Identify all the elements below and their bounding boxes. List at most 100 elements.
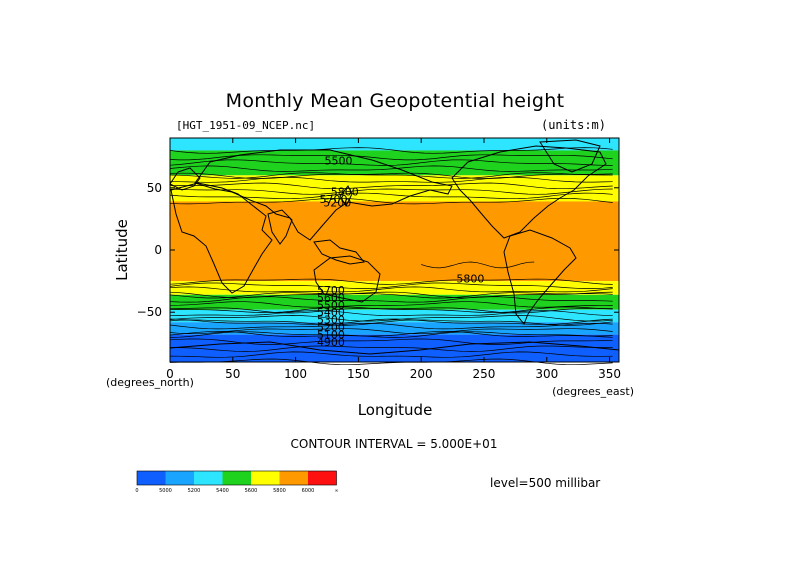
contour-label-1: 5800 — [331, 186, 359, 199]
contour-line-29 — [169, 345, 613, 352]
contour-line-25 — [169, 328, 613, 335]
x-tick-label-0: 0 — [166, 367, 174, 381]
colorbar-swatch-5 — [279, 471, 308, 485]
contour-line-10 — [169, 197, 613, 205]
contour-line-1 — [169, 154, 613, 161]
contour-line-21 — [169, 315, 613, 322]
colorbar-swatch-2 — [194, 471, 223, 485]
contour-line-27 — [169, 330, 613, 337]
contour-interval-label: CONTOUR INTERVAL = 5.000E+01 — [291, 437, 498, 451]
colorbar-frame — [136, 470, 337, 486]
colorbar-tick-label-7: ∞ — [334, 488, 338, 494]
level-label: level=500 millibar — [490, 476, 600, 490]
color-band-1 — [170, 150, 619, 176]
contour-label-6: 5600 — [317, 291, 345, 304]
contour-line-8 — [169, 188, 613, 195]
color-band-5 — [170, 294, 619, 310]
x-axis-label: Longitude — [358, 401, 433, 419]
contour-label-7: 5500 — [317, 299, 345, 312]
contour-line-24 — [169, 322, 613, 330]
contour-line-0 — [169, 147, 613, 154]
contour-line-6 — [170, 176, 613, 183]
contour-line-2 — [169, 159, 613, 166]
coastline-antarctica — [169, 341, 620, 355]
x-tick-label-7: 350 — [598, 367, 621, 381]
contour-line-13 — [169, 286, 613, 293]
coastline-europe — [169, 167, 201, 191]
coastline-north-america — [451, 145, 607, 239]
contour-line-20 — [169, 310, 613, 317]
contour-line-16 — [169, 296, 613, 303]
x-axis-ticks: 0 50 100 150 200 250 300 350 — [166, 138, 621, 381]
contour-line-22 — [169, 319, 613, 326]
coastline-australia — [313, 255, 381, 303]
contour-label-11: 5100 — [317, 329, 345, 342]
contour-label-12: 4900 — [317, 336, 345, 349]
color-band-0 — [170, 138, 619, 151]
coastline-japan — [339, 185, 353, 208]
x-tick-label-5: 250 — [473, 367, 496, 381]
contour-label-2: 5700 — [319, 193, 347, 206]
contour-line-5 — [169, 172, 613, 179]
y-units-label: (degrees_north) — [106, 376, 194, 389]
contour-label-10: 5200 — [317, 321, 345, 334]
colorbar-tick-label-3: 5400 — [216, 488, 229, 494]
x-tick-label-4: 200 — [410, 367, 433, 381]
x-units-label: (degrees_east) — [552, 385, 634, 398]
contour-label-4: 5800 — [456, 273, 484, 286]
chart-title: Monthly Mean Geopotential height — [226, 90, 565, 112]
color-band-8 — [170, 334, 619, 362]
contour-line-23 — [169, 318, 613, 325]
x-tick-label-2: 100 — [284, 367, 307, 381]
y-axis-ticks: 50 0 −50 — [137, 181, 619, 319]
colorbar-swatch-0 — [137, 471, 166, 485]
contour-line-26 — [169, 331, 613, 338]
coastline-asia — [194, 149, 453, 241]
plot-area: 5500580057005200580057005600550054005300… — [169, 137, 620, 366]
coastline-maritime-continent — [313, 239, 365, 265]
x-tick-label-1: 50 — [225, 367, 240, 381]
colorbar-tick-label-2: 5200 — [188, 488, 201, 494]
colorbar-swatch-6 — [308, 471, 337, 485]
contour-line-tropical — [421, 261, 535, 269]
contour-label-8: 5400 — [317, 306, 345, 319]
colorbar-swatch-1 — [165, 471, 194, 485]
contour-line-11 — [169, 278, 613, 285]
units-label: (units:m) — [541, 118, 606, 132]
contour-line-12 — [169, 282, 613, 289]
colorbar-swatch-4 — [251, 471, 280, 485]
y-tick-label-1: 0 — [154, 243, 162, 257]
contour-value-labels: 5500580057005200580057005600550054005300… — [317, 154, 484, 349]
coastline-south-america — [503, 229, 577, 325]
colorbar: 0 5000 5200 5400 5600 5800 6000 ∞ — [135, 470, 339, 494]
coastline-africa — [170, 182, 273, 294]
contour-line-3 — [169, 165, 613, 172]
contour-lines — [169, 147, 613, 366]
x-tick-label-3: 150 — [347, 367, 370, 381]
y-axis-label: Latitude — [113, 219, 131, 281]
colorbar-tick-label-4: 5600 — [245, 488, 258, 494]
contour-label-3: 5200 — [323, 197, 351, 210]
contour-line-7 — [169, 182, 613, 190]
contour-line-15 — [169, 292, 613, 299]
coastline-greenland — [539, 139, 601, 173]
coastline-india — [267, 209, 293, 245]
coastline-outlines — [169, 139, 620, 355]
contour-line-30 — [169, 351, 613, 358]
contour-line-19 — [169, 306, 613, 313]
contour-line-17 — [169, 301, 613, 308]
colorbar-tick-label-1: 5000 — [159, 488, 172, 494]
color-band-3 — [170, 201, 619, 282]
y-tick-label-2: −50 — [137, 305, 162, 319]
file-name-label: [HGT_1951-09_NCEP.nc] — [176, 119, 315, 132]
color-band-7 — [170, 322, 619, 335]
colorbar-tick-label-0: 0 — [135, 488, 138, 494]
colorbar-tick-label-6: 6000 — [302, 488, 315, 494]
contour-label-0: 5500 — [324, 154, 352, 167]
contour-label-5: 5700 — [317, 284, 345, 297]
contour-label-9: 5300 — [317, 314, 345, 327]
contour-line-18 — [169, 307, 613, 314]
y-tick-label-0: 50 — [147, 181, 162, 195]
colorbar-swatch-3 — [222, 471, 251, 485]
